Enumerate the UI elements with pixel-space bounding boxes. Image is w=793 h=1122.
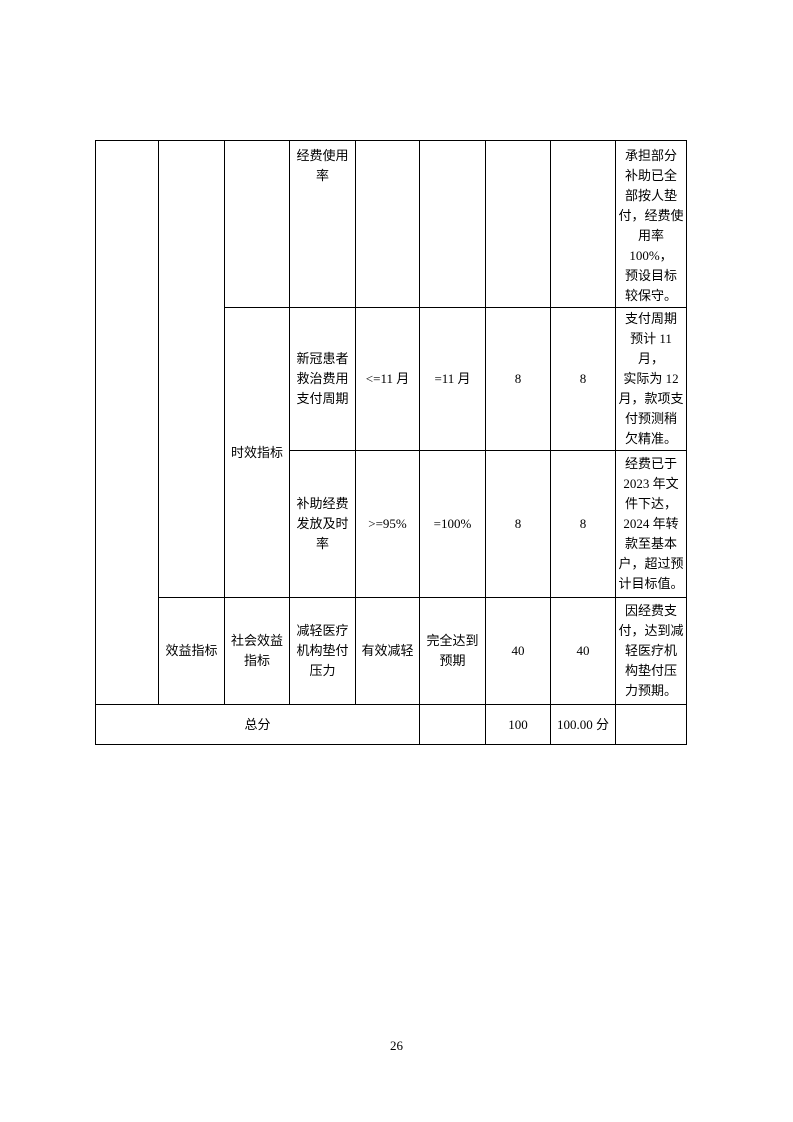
cell-total-score: 100.00 分 <box>550 704 616 745</box>
cell-level1-benefit: 效益指标 <box>158 597 225 705</box>
page-number: 26 <box>390 1038 403 1053</box>
cell-level1-empty <box>158 140 225 598</box>
cell-indicator3-timely-disbursement: 补助经费 发放及时 率 <box>289 450 356 598</box>
cell-remark-payment-cycle: 支付周期 预计 11 月， 实际为 12 月，款项支 付预测稍 欠精准。 <box>615 307 687 451</box>
cell-total-remark-empty <box>615 704 687 745</box>
cell-indicator3-expense-rate: 经费使用 率 <box>289 140 356 308</box>
cell-score-social-benefit: 40 <box>550 597 616 705</box>
cell-actual-payment-cycle: =11 月 <box>419 307 486 451</box>
table-row-payment-cycle: 时效指标 新冠患者 救治费用 支付周期 <=11 月 =11 月 8 8 支付周… <box>96 307 687 598</box>
table-row-total: 总分 100 100.00 分 <box>95 704 687 745</box>
cell-remark-social-benefit: 因经费支 付，达到减 轻医疗机 构垫付压 力预期。 <box>615 597 687 705</box>
cell-points-social-benefit: 40 <box>485 597 551 705</box>
cell-actual-timely-disbursement: =100% <box>419 450 486 598</box>
cell-category-empty <box>95 140 159 705</box>
cell-indicator3-payment-cycle: 新冠患者 救治费用 支付周期 <box>289 307 356 451</box>
cell-level2-social-benefit: 社会效益 指标 <box>224 597 290 705</box>
cell-score-payment-cycle: 8 <box>550 307 616 451</box>
cell-target-empty-r1 <box>355 140 420 308</box>
cell-target-social-benefit: 有效减轻 <box>355 597 420 705</box>
cell-remark-timely-disbursement: 经费已于 2023 年文 件下达， 2024 年转 款至基本 户，超过预 计目标… <box>615 450 687 598</box>
cell-level2-timeliness: 时效指标 <box>224 307 290 598</box>
table-row-expense-rate: 经费使用 率 承担部分 补助已全 部按人垫 付，经费使 用率 100%， 预设目… <box>95 140 687 705</box>
cell-score-empty-r1 <box>550 140 616 308</box>
cell-total-points: 100 <box>485 704 551 745</box>
table-row-social-benefit: 效益指标 社会效益 指标 减轻医疗 机构垫付 压力 有效减轻 完全达到 预期 4… <box>96 597 687 705</box>
table-row-timely-disbursement: 补助经费 发放及时 率 >=95% =100% 8 8 经费已于 2023 年文… <box>96 450 687 598</box>
cell-target-timely-disbursement: >=95% <box>355 450 420 598</box>
cell-level2-empty-r1 <box>224 140 290 308</box>
cell-total-empty <box>419 704 486 745</box>
cell-points-empty-r1 <box>485 140 551 308</box>
cell-total-label: 总分 <box>95 704 420 745</box>
performance-indicator-table: 经费使用 率 承担部分 补助已全 部按人垫 付，经费使 用率 100%， 预设目… <box>95 140 687 745</box>
cell-actual-empty-r1 <box>419 140 486 308</box>
cell-score-timely-disbursement: 8 <box>550 450 616 598</box>
cell-points-timely-disbursement: 8 <box>485 450 551 598</box>
cell-target-payment-cycle: <=11 月 <box>355 307 420 451</box>
cell-actual-social-benefit: 完全达到 预期 <box>419 597 486 705</box>
cell-points-payment-cycle: 8 <box>485 307 551 451</box>
cell-indicator3-social-benefit: 减轻医疗 机构垫付 压力 <box>289 597 356 705</box>
cell-remark-expense-rate: 承担部分 补助已全 部按人垫 付，经费使 用率 100%， 预设目标 较保守。 <box>615 140 687 308</box>
